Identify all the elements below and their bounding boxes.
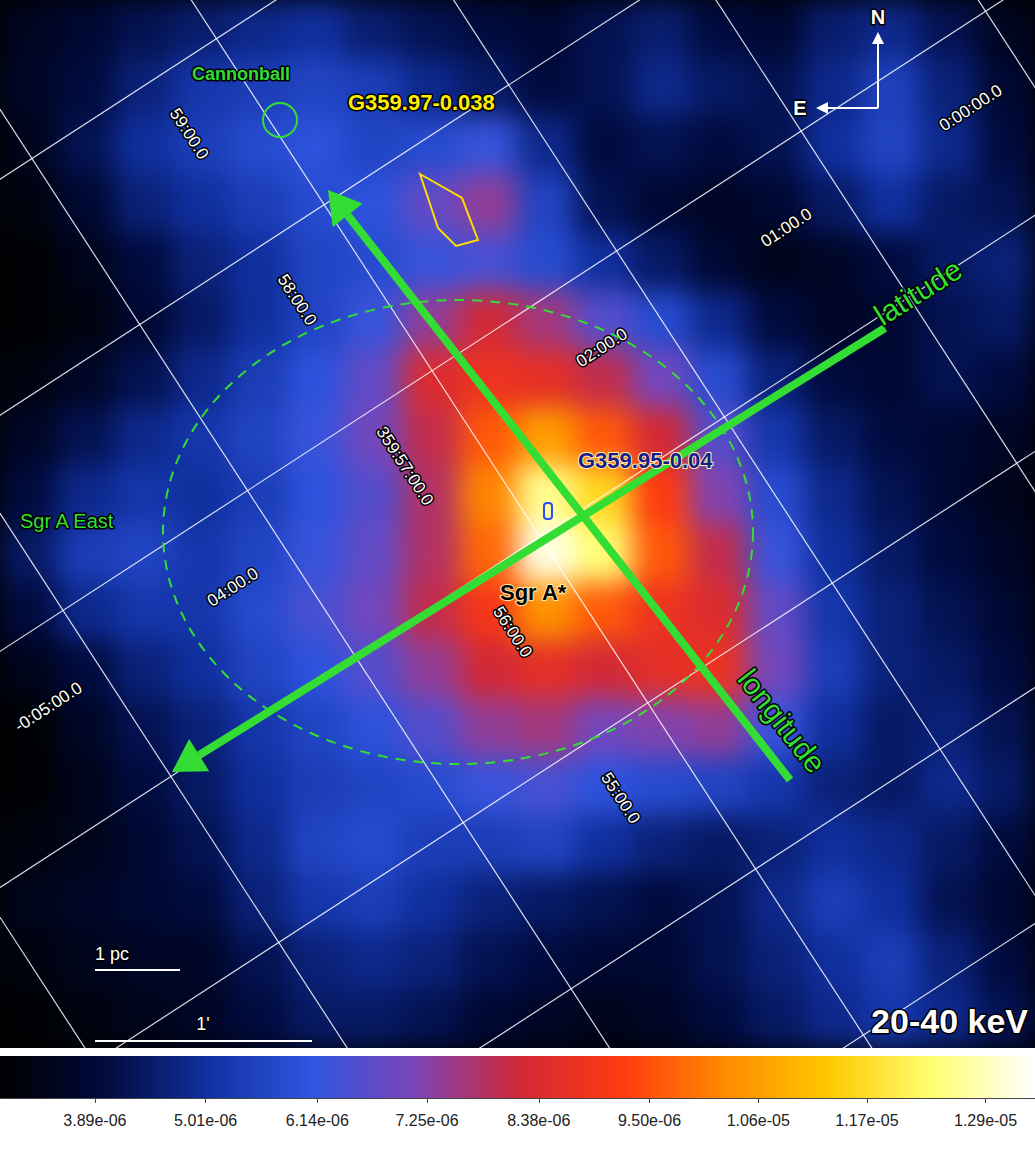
svg-text:01:00.0: 01:00.0	[757, 204, 815, 251]
svg-text:56:00.0: 56:00.0	[489, 603, 536, 661]
svg-text:Sgr A East: Sgr A East	[20, 510, 114, 532]
svg-text:-0:05:00.0: -0:05:00.0	[11, 678, 86, 736]
svg-text:9.50e-06: 9.50e-06	[618, 1112, 681, 1129]
svg-text:02:00.0: 02:00.0	[573, 324, 631, 371]
svg-text:1.17e-05: 1.17e-05	[835, 1112, 898, 1129]
svg-text:longitude: longitude	[732, 663, 833, 779]
svg-text:8.38e-06: 8.38e-06	[507, 1112, 570, 1129]
svg-text:G359.97-0.038: G359.97-0.038	[348, 90, 495, 115]
svg-text:1': 1'	[196, 1014, 209, 1034]
svg-text:latitude: latitude	[868, 252, 968, 331]
svg-text:6.14e-06: 6.14e-06	[286, 1112, 349, 1129]
svg-text:1.29e-05: 1.29e-05	[954, 1112, 1017, 1129]
svg-text:G359.95-0.04: G359.95-0.04	[578, 448, 713, 473]
svg-text:359:57:00.0: 359:57:00.0	[372, 423, 437, 509]
svg-text:59:00.0: 59:00.0	[166, 105, 213, 163]
svg-text:1 pc: 1 pc	[95, 944, 129, 964]
svg-text:7.25e-06: 7.25e-06	[395, 1112, 458, 1129]
svg-text:3.89e-06: 3.89e-06	[63, 1112, 126, 1129]
svg-text:E: E	[793, 97, 806, 119]
svg-text:0:00:00.0: 0:00:00.0	[936, 81, 1006, 136]
svg-text:Sgr A*: Sgr A*	[500, 580, 567, 605]
svg-text:5.01e-06: 5.01e-06	[174, 1112, 237, 1129]
svg-text:Cannonball: Cannonball	[192, 64, 290, 84]
svg-text:1.06e-05: 1.06e-05	[727, 1112, 790, 1129]
svg-text:N: N	[871, 6, 885, 28]
svg-text:58:00.0: 58:00.0	[274, 271, 321, 329]
svg-text:55:00.0: 55:00.0	[597, 769, 644, 827]
svg-text:20-40 keV: 20-40 keV	[871, 1002, 1028, 1040]
svg-text:04:00.0: 04:00.0	[204, 564, 262, 611]
